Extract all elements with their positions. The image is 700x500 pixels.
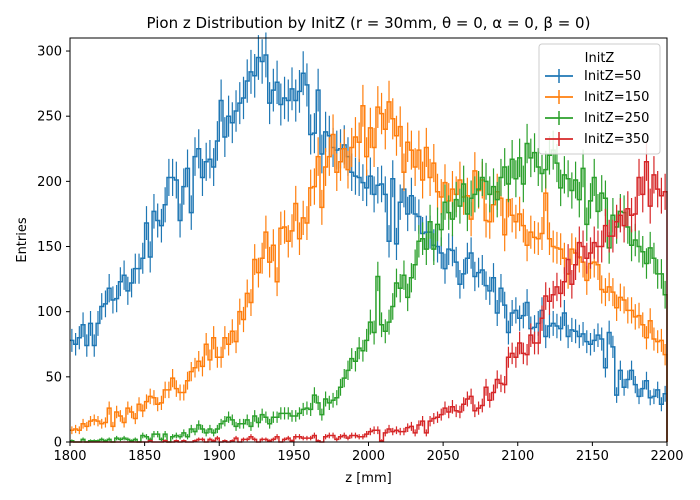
x-tick-label: 2200 <box>650 449 683 464</box>
x-tick-label: 1850 <box>128 449 161 464</box>
legend-entry: InitZ=250 <box>545 111 649 126</box>
series-layer <box>70 32 668 443</box>
x-axis-label: z [mm] <box>345 471 391 486</box>
x-tick-label: 1900 <box>203 449 236 464</box>
y-tick-label: 250 <box>37 110 62 125</box>
chart-title: Pion z Distribution by InitZ (r = 30mm, … <box>147 14 591 32</box>
x-tick-label: 1950 <box>277 449 310 464</box>
series-error-bars <box>71 32 666 412</box>
series-initz-150 <box>70 80 668 442</box>
y-axis-label: Entries <box>15 217 30 263</box>
y-tick-label: 0 <box>54 436 62 451</box>
series-initz-50 <box>70 32 668 442</box>
legend: InitZ InitZ=50 InitZ=150 InitZ=250 InitZ=35… <box>538 43 661 155</box>
series-error-bars <box>71 80 666 435</box>
legend-label: InitZ=150 <box>584 90 649 105</box>
legend-box <box>538 43 661 155</box>
series-step-line <box>70 101 668 442</box>
x-tick-label: 2000 <box>352 449 385 464</box>
x-tick-label: 1800 <box>53 449 86 464</box>
x-tick-label: 2150 <box>576 449 609 464</box>
legend-entry: InitZ=150 <box>545 90 649 105</box>
y-tick-label: 200 <box>37 175 62 190</box>
series-step-line <box>70 161 668 443</box>
legend-label: InitZ=350 <box>584 132 649 147</box>
series-initz-250 <box>70 123 668 443</box>
legend-label: InitZ=250 <box>584 111 649 126</box>
y-tick-label: 300 <box>37 45 62 60</box>
series-error-bars <box>149 142 666 442</box>
series-error-bars <box>71 123 666 442</box>
x-axis: 1800 1850 1900 1950 2000 2050 2100 2150 2200 <box>53 442 684 464</box>
y-tick-label: 100 <box>37 305 62 320</box>
y-tick-label: 50 <box>45 370 62 385</box>
y-axis: 0 50 100 150 200 250 300 <box>37 45 70 451</box>
series-step-line <box>70 142 668 443</box>
legend-entry: InitZ=50 <box>545 69 641 84</box>
y-tick-label: 150 <box>37 240 62 255</box>
legend-title: InitZ <box>585 51 615 66</box>
x-tick-label: 2100 <box>501 449 534 464</box>
legend-label: InitZ=50 <box>584 69 641 84</box>
legend-entry: InitZ=350 <box>545 132 649 147</box>
x-tick-label: 2050 <box>427 449 460 464</box>
